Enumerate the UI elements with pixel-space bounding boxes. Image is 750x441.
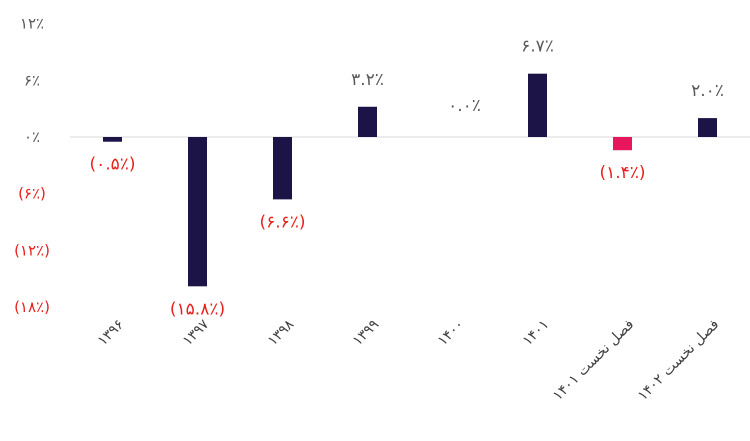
x-tick-label: فصل نخست ۱۴۰۲ [635, 317, 722, 404]
x-tick-label: ۱۳۹۶ [95, 317, 128, 350]
y-tick-label: (۱۲٪) [14, 241, 50, 259]
bar [698, 118, 717, 137]
y-tick-label: (۱۸٪) [14, 298, 50, 316]
x-tick-label: ۱۴۰۰ [435, 317, 468, 350]
data-label: (۰.۵٪) [89, 155, 135, 175]
data-label: ۳.۲٪ [351, 70, 384, 90]
x-tick-label: ۱۴۰۱ [520, 317, 553, 350]
data-label: ۲.۰٪ [691, 81, 724, 101]
bar [188, 137, 207, 287]
x-tick-label: فصل نخست ۱۴۰۱ [550, 317, 637, 404]
x-tick-label: ۱۳۹۸ [265, 316, 298, 349]
data-label: (۶.۶٪) [259, 212, 305, 232]
data-label: (۱۵.۸٪) [170, 299, 225, 319]
y-tick-label: ۶٪ [24, 71, 40, 89]
data-labels: (۰.۵٪) (۱۵.۸٪) (۶.۶٪) ۳.۲٪ ۰.۰٪ ۶.۷٪ (۱.۴٪) ۲.۰… [89, 37, 723, 320]
bar [528, 73, 547, 137]
data-label: ۶.۷٪ [521, 37, 554, 57]
data-label: ۰.۰٪ [448, 96, 481, 116]
y-tick-label: ۱۲٪ [20, 15, 44, 33]
y-axis: ۱۲٪ ۶٪ ۰٪ (۶٪) (۱۲٪) (۱۸٪) [14, 15, 50, 317]
y-tick-label: ۰٪ [24, 128, 40, 146]
bar [358, 106, 377, 137]
x-tick-label: ۱۳۹۹ [350, 317, 383, 350]
bar [103, 137, 122, 142]
data-label: (۱.۴٪) [599, 163, 645, 183]
x-tick-label: ۱۳۹۷ [180, 316, 213, 349]
bars [103, 73, 717, 287]
bar [273, 137, 292, 200]
y-tick-label: (۶٪) [18, 185, 46, 203]
bar [613, 137, 632, 151]
